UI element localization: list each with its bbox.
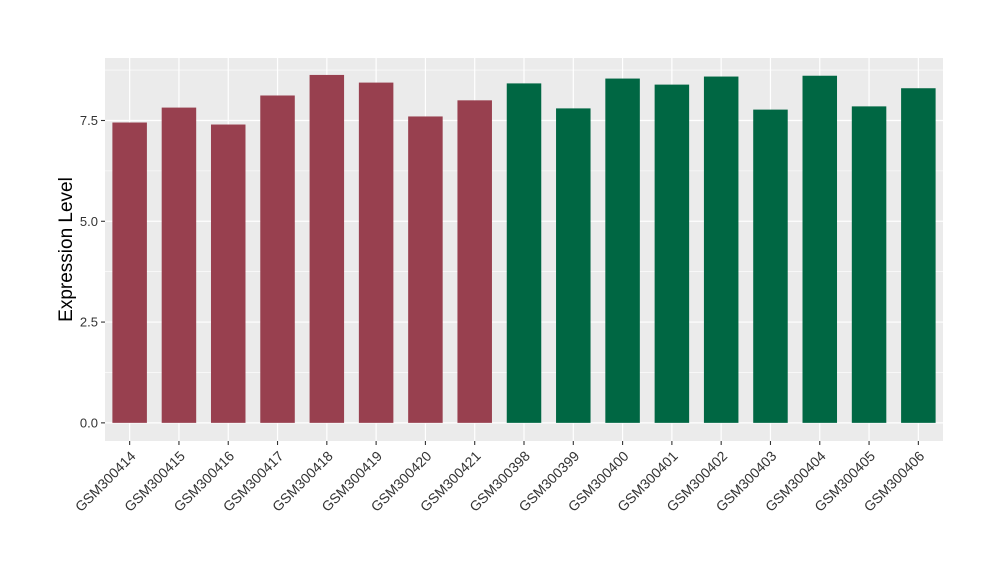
bar-GSM300414 (112, 122, 147, 423)
y-tick-label: 5.0 (80, 214, 98, 229)
y-axis-title: Expression Level (56, 177, 77, 322)
bar-GSM300401 (654, 84, 690, 423)
bar-GSM300416 (210, 124, 246, 423)
bar-GSM300406 (901, 88, 936, 423)
bar-GSM300404 (802, 75, 838, 423)
y-tick-label: 7.5 (80, 113, 98, 128)
bar-GSM300402 (703, 76, 739, 423)
bar-GSM300398 (506, 83, 542, 423)
y-tick-label: 0.0 (80, 415, 98, 430)
bar-GSM300417 (260, 95, 295, 423)
bar-GSM300419 (358, 82, 394, 423)
bar-GSM300421 (457, 100, 492, 423)
bar-GSM300400 (605, 78, 640, 423)
bar-GSM300415 (161, 107, 197, 423)
bar-GSM300405 (851, 106, 887, 423)
y-tick-label: 2.5 (80, 315, 98, 330)
x-axis: GSM300414GSM300415GSM300416GSM300417GSM3… (72, 441, 928, 515)
y-axis: 0.0 2.5 5.0 7.5 (80, 113, 105, 430)
bar-GSM300420 (408, 116, 443, 423)
bars (112, 74, 936, 423)
bar-GSM300418 (309, 74, 345, 423)
bar-GSM300399 (556, 108, 591, 423)
bar-GSM300403 (753, 109, 788, 423)
